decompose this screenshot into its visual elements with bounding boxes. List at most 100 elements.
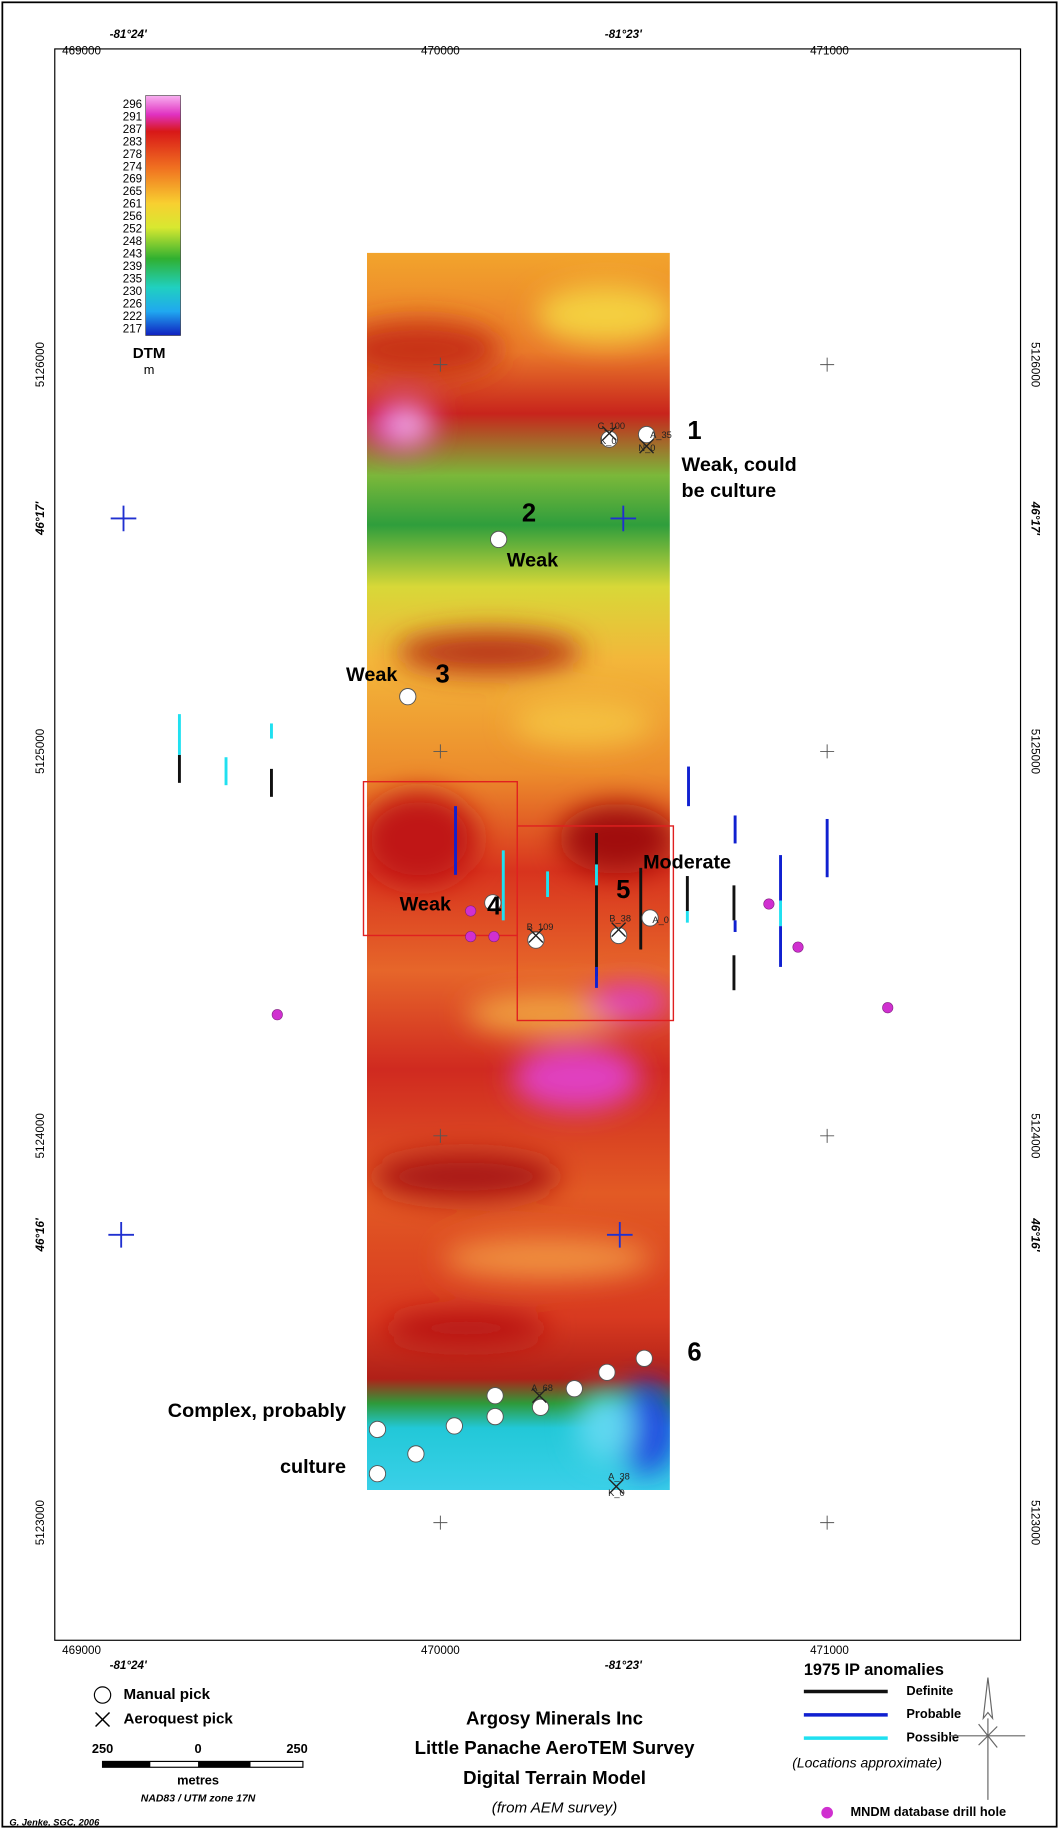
scale-unit: metres bbox=[177, 1773, 219, 1788]
colorbar-label: 287 bbox=[123, 123, 142, 136]
bottom-axis-label: -81°23' bbox=[605, 1659, 643, 1672]
north-arrow bbox=[949, 1678, 1025, 1800]
annotation: 3 bbox=[435, 660, 449, 688]
scale-label: 0 bbox=[195, 1741, 202, 1756]
manual-pick bbox=[446, 1418, 462, 1434]
manual-pick bbox=[400, 688, 416, 704]
colorbar-label: 248 bbox=[123, 235, 142, 248]
pick-label: A_0 bbox=[652, 915, 669, 925]
scale-bar-segment bbox=[103, 1761, 151, 1767]
pick-label: K_0 bbox=[600, 436, 617, 446]
pick-label: A_68 bbox=[531, 1383, 553, 1393]
legend-title: 1975 IP anomalies bbox=[804, 1661, 944, 1679]
scale-label: 250 bbox=[286, 1741, 307, 1756]
manual-pick bbox=[487, 1408, 503, 1424]
manual-pick bbox=[599, 1364, 615, 1380]
bottom-axis-label: 471000 bbox=[810, 1644, 849, 1657]
annotation: 1 bbox=[687, 417, 701, 445]
annotation: Weak bbox=[507, 550, 559, 572]
map-title: Digital Terrain Model bbox=[463, 1767, 646, 1788]
map-figure: 469000 469000 -81°24' -81°24' 470000 470000 -8… bbox=[0, 0, 1059, 1829]
pick-label: B_109 bbox=[527, 922, 554, 932]
pick-label: C_100 bbox=[598, 421, 625, 431]
pick-label: A_38 bbox=[608, 1472, 630, 1482]
legend-manual-symbol bbox=[94, 1687, 110, 1703]
colorbar-label: 278 bbox=[123, 148, 142, 161]
colorbar-label: 217 bbox=[123, 322, 142, 335]
colorbar-label: 291 bbox=[123, 110, 142, 123]
left-axis-label: 46°16' bbox=[34, 1217, 47, 1253]
terrain-image bbox=[338, 253, 676, 1490]
drill-hole bbox=[764, 899, 774, 909]
left-axis-label: 46°17' bbox=[34, 501, 47, 537]
left-axis-label: 5124000 bbox=[34, 1113, 47, 1159]
annotation: be culture bbox=[682, 480, 777, 502]
colorbar-label: 269 bbox=[123, 173, 142, 186]
projection: NAD83 / UTM zone 17N bbox=[141, 1793, 256, 1804]
colorbar-label: 265 bbox=[123, 185, 142, 198]
manual-pick bbox=[636, 1350, 652, 1366]
annotation: Weak bbox=[346, 664, 398, 686]
bottom-axis-label: 470000 bbox=[421, 1644, 460, 1657]
page: {"map":{ "top_axis":["469000","-81°24'",… bbox=[0, 0, 1059, 1834]
manual-pick bbox=[566, 1380, 582, 1396]
bottom-axis-label: 469000 bbox=[62, 1644, 101, 1657]
pick-label: K_0 bbox=[608, 1488, 625, 1498]
credit: G. Jenke, SGC, 2006 bbox=[9, 1818, 100, 1828]
annotation: Complex, probably bbox=[168, 1400, 346, 1422]
top-axis-label: -81°23' bbox=[605, 28, 643, 41]
annotation: 4 bbox=[487, 892, 502, 920]
top-axis-label: 469000 bbox=[62, 44, 101, 57]
right-axis-label: 5125000 bbox=[1028, 729, 1041, 775]
top-axis-label: -81°24' bbox=[110, 28, 148, 41]
colorbar-label: 222 bbox=[123, 310, 142, 323]
colorbar-label: 239 bbox=[123, 260, 142, 273]
left-axis-label: 5126000 bbox=[34, 341, 47, 387]
annotation: culture bbox=[280, 1456, 346, 1478]
legend-label: Manual pick bbox=[124, 1686, 211, 1703]
annotation: 5 bbox=[616, 876, 630, 904]
colorbar-label: 256 bbox=[123, 210, 142, 223]
drill-hole bbox=[465, 931, 475, 941]
map-title: Little Panache AeroTEM Survey bbox=[415, 1737, 695, 1758]
manual-pick bbox=[369, 1421, 385, 1437]
legend-drill-symbol bbox=[821, 1807, 833, 1819]
colorbar-label: 226 bbox=[123, 297, 142, 310]
top-axis-label: 470000 bbox=[421, 44, 460, 57]
manual-pick bbox=[487, 1387, 503, 1403]
pick-label: B_38 bbox=[609, 914, 631, 924]
drill-hole bbox=[882, 1002, 892, 1012]
colorbar bbox=[146, 96, 181, 336]
map-title: (from AEM survey) bbox=[492, 1800, 617, 1817]
annotation: 2 bbox=[522, 500, 536, 528]
drill-hole bbox=[272, 1009, 282, 1019]
scale-label: 250 bbox=[92, 1741, 113, 1756]
annotation: Weak bbox=[400, 893, 452, 915]
colorbar-label: 274 bbox=[123, 160, 143, 173]
colorbar-title: DTM bbox=[133, 345, 166, 362]
right-axis-label: 5126000 bbox=[1028, 342, 1041, 388]
drill-hole bbox=[489, 931, 499, 941]
top-axis-label: 471000 bbox=[810, 44, 849, 57]
manual-pick bbox=[408, 1446, 424, 1462]
colorbar-label: 252 bbox=[123, 223, 142, 236]
annotation: Weak, could bbox=[682, 454, 797, 476]
map-title: Argosy Minerals Inc bbox=[466, 1707, 643, 1728]
right-axis-label: 5124000 bbox=[1028, 1113, 1041, 1159]
colorbar-label: 243 bbox=[123, 248, 142, 261]
pick-label: N_0 bbox=[638, 443, 655, 453]
scale-bar-segment bbox=[198, 1761, 250, 1767]
colorbar-label: 261 bbox=[123, 198, 142, 211]
legend-label: Aeroquest pick bbox=[124, 1710, 234, 1727]
colorbar-unit: m bbox=[144, 362, 155, 377]
legend-label: Possible bbox=[906, 1730, 959, 1745]
legend-aeroquest-symbol bbox=[96, 1713, 110, 1727]
bottom-axis-label: -81°24' bbox=[110, 1659, 148, 1672]
legend-label: Probable bbox=[906, 1706, 961, 1721]
legend-label: Definite bbox=[906, 1683, 953, 1698]
left-axis-label: 5125000 bbox=[34, 728, 47, 774]
annotation: 6 bbox=[687, 1338, 701, 1366]
left-axis-label: 5123000 bbox=[34, 1499, 47, 1545]
right-axis-label: 5123000 bbox=[1028, 1500, 1041, 1546]
manual-pick bbox=[528, 932, 544, 948]
